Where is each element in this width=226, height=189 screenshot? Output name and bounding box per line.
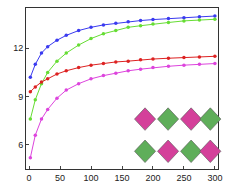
svg-text:150: 150	[114, 173, 129, 183]
svg-text:100: 100	[84, 173, 99, 183]
svg-text:6: 6	[18, 140, 23, 150]
svg-text:9: 9	[18, 92, 23, 102]
svg-text:250: 250	[176, 173, 191, 183]
svg-text:50: 50	[55, 173, 65, 183]
svg-text:12: 12	[13, 43, 23, 53]
svg-text:300: 300	[207, 173, 222, 183]
svg-text:200: 200	[145, 173, 160, 183]
svg-text:0: 0	[27, 173, 32, 183]
